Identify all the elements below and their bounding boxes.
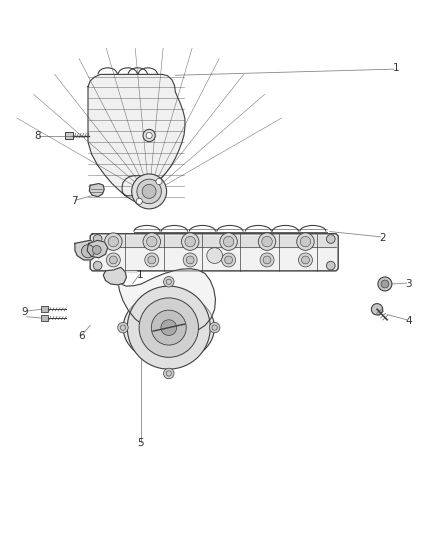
Polygon shape — [118, 269, 215, 335]
Circle shape — [371, 304, 383, 315]
Circle shape — [161, 320, 177, 335]
Circle shape — [145, 253, 159, 267]
Circle shape — [262, 236, 272, 247]
Text: 4: 4 — [406, 316, 412, 326]
Circle shape — [185, 236, 195, 247]
Circle shape — [326, 235, 335, 244]
Circle shape — [118, 322, 128, 333]
Polygon shape — [88, 75, 185, 206]
Circle shape — [106, 253, 120, 267]
Text: 1: 1 — [392, 63, 399, 73]
Text: 8: 8 — [35, 131, 41, 141]
Circle shape — [147, 236, 157, 247]
Circle shape — [142, 184, 156, 198]
Circle shape — [381, 280, 389, 288]
Text: 7: 7 — [71, 196, 78, 206]
Circle shape — [93, 261, 102, 270]
Circle shape — [156, 179, 162, 184]
Circle shape — [186, 256, 194, 264]
Text: 5: 5 — [137, 438, 144, 448]
Polygon shape — [118, 271, 136, 272]
Circle shape — [183, 253, 197, 267]
Circle shape — [136, 198, 142, 204]
Circle shape — [207, 248, 223, 263]
Circle shape — [298, 253, 312, 267]
Circle shape — [326, 261, 335, 270]
Circle shape — [110, 256, 117, 264]
Circle shape — [263, 256, 271, 264]
Text: 2: 2 — [379, 233, 386, 243]
Circle shape — [81, 245, 95, 258]
Circle shape — [132, 174, 166, 209]
Circle shape — [163, 368, 174, 379]
Circle shape — [378, 277, 392, 291]
Text: 6: 6 — [78, 332, 85, 341]
Polygon shape — [90, 234, 338, 271]
Circle shape — [258, 233, 276, 251]
Circle shape — [301, 256, 309, 264]
Circle shape — [148, 256, 155, 264]
Circle shape — [260, 253, 274, 267]
Polygon shape — [87, 240, 108, 258]
Text: 3: 3 — [406, 279, 412, 289]
Circle shape — [92, 246, 101, 254]
Circle shape — [143, 233, 160, 251]
Bar — [65, 132, 73, 139]
Polygon shape — [89, 183, 104, 197]
Circle shape — [181, 233, 199, 251]
Text: 1: 1 — [137, 270, 144, 280]
Circle shape — [223, 236, 234, 247]
Circle shape — [222, 253, 236, 267]
Bar — [41, 315, 48, 321]
Circle shape — [297, 233, 314, 251]
Circle shape — [139, 298, 198, 357]
Circle shape — [105, 233, 122, 251]
Circle shape — [220, 233, 237, 251]
Polygon shape — [123, 293, 215, 363]
Circle shape — [137, 179, 161, 204]
Circle shape — [300, 236, 311, 247]
Text: 9: 9 — [21, 308, 28, 317]
Polygon shape — [103, 268, 127, 285]
Circle shape — [143, 130, 155, 142]
Bar — [41, 306, 48, 312]
Circle shape — [146, 133, 152, 139]
Circle shape — [93, 235, 102, 244]
Polygon shape — [92, 236, 336, 247]
Circle shape — [151, 310, 186, 345]
Polygon shape — [75, 240, 98, 260]
Circle shape — [163, 277, 174, 287]
Circle shape — [127, 286, 210, 369]
Circle shape — [225, 256, 233, 264]
Circle shape — [108, 236, 119, 247]
Circle shape — [209, 322, 220, 333]
